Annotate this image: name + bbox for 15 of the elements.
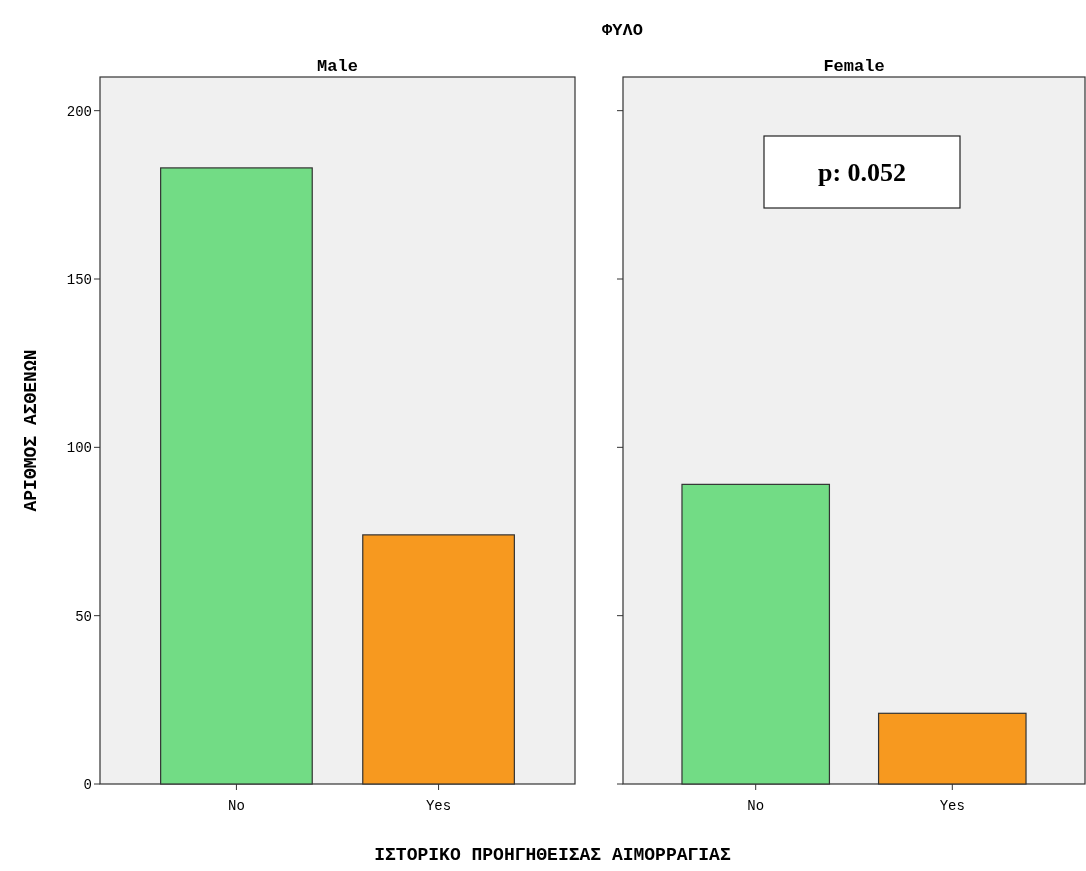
- y-tick-label: 150: [66, 271, 92, 288]
- x-tick-label: Yes: [939, 798, 965, 814]
- x-tick-label: No: [228, 798, 245, 814]
- y-tick-label: 200: [66, 103, 92, 120]
- chart-title: Male: [317, 57, 358, 76]
- y-tick-label: 50: [75, 608, 92, 625]
- y-tick-label: 0: [83, 776, 92, 793]
- y-axis-title: ΑΡΙΘΜΟΣ ΑΣΘΕΝΩΝ: [21, 349, 41, 512]
- chart-title: Female: [823, 57, 885, 76]
- x-tick-label: Yes: [425, 798, 452, 814]
- y-tick-label: 100: [66, 440, 92, 457]
- annotation: p: 0.052: [817, 158, 907, 188]
- x-tick-label: No: [747, 798, 765, 814]
- text: ΦΥΛΟ: [602, 21, 643, 40]
- x-axis-title: ΙΣΤΟΡΙΚΟ ΠΡΟΗΓΗΘΕΙΣΑΣ ΑΙΜΟΡΡΑΓΙΑΣ: [374, 845, 731, 865]
